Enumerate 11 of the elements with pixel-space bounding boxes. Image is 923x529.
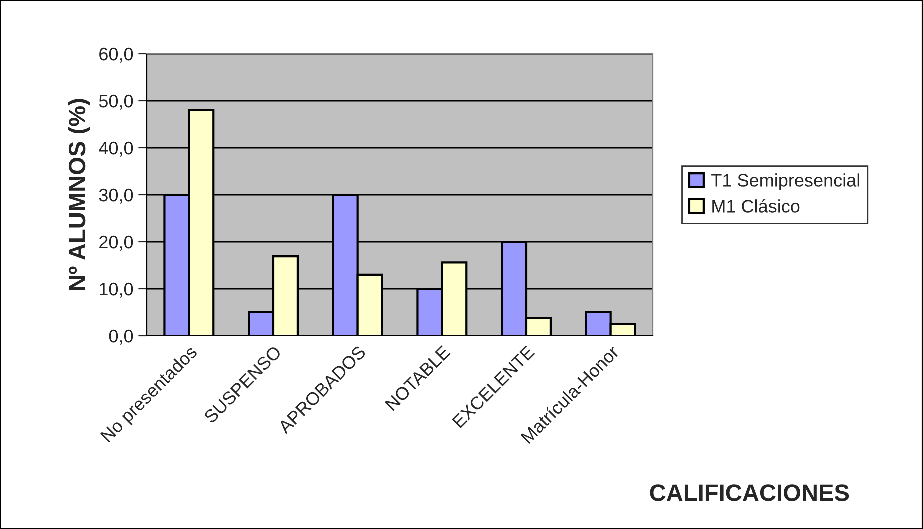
legend-label: T1 Semipresencial bbox=[712, 174, 860, 190]
y-tick-label: 20,0 bbox=[100, 236, 134, 251]
y-tick-label: 60,0 bbox=[100, 48, 134, 63]
y-tick-label: 30,0 bbox=[99, 188, 134, 204]
y-tick-label: 10,0 bbox=[100, 282, 134, 298]
x-axis-title: CALIFICACIONES bbox=[650, 484, 850, 502]
legend-label: M1 Clásico bbox=[712, 199, 800, 213]
y-tick-label: 40,0 bbox=[99, 142, 134, 157]
y-tick-label: 0,0 bbox=[109, 330, 134, 345]
y-tick-label: 50,0 bbox=[99, 94, 134, 110]
y-axis-title: Nº ALUMNOS (%) bbox=[68, 99, 90, 290]
